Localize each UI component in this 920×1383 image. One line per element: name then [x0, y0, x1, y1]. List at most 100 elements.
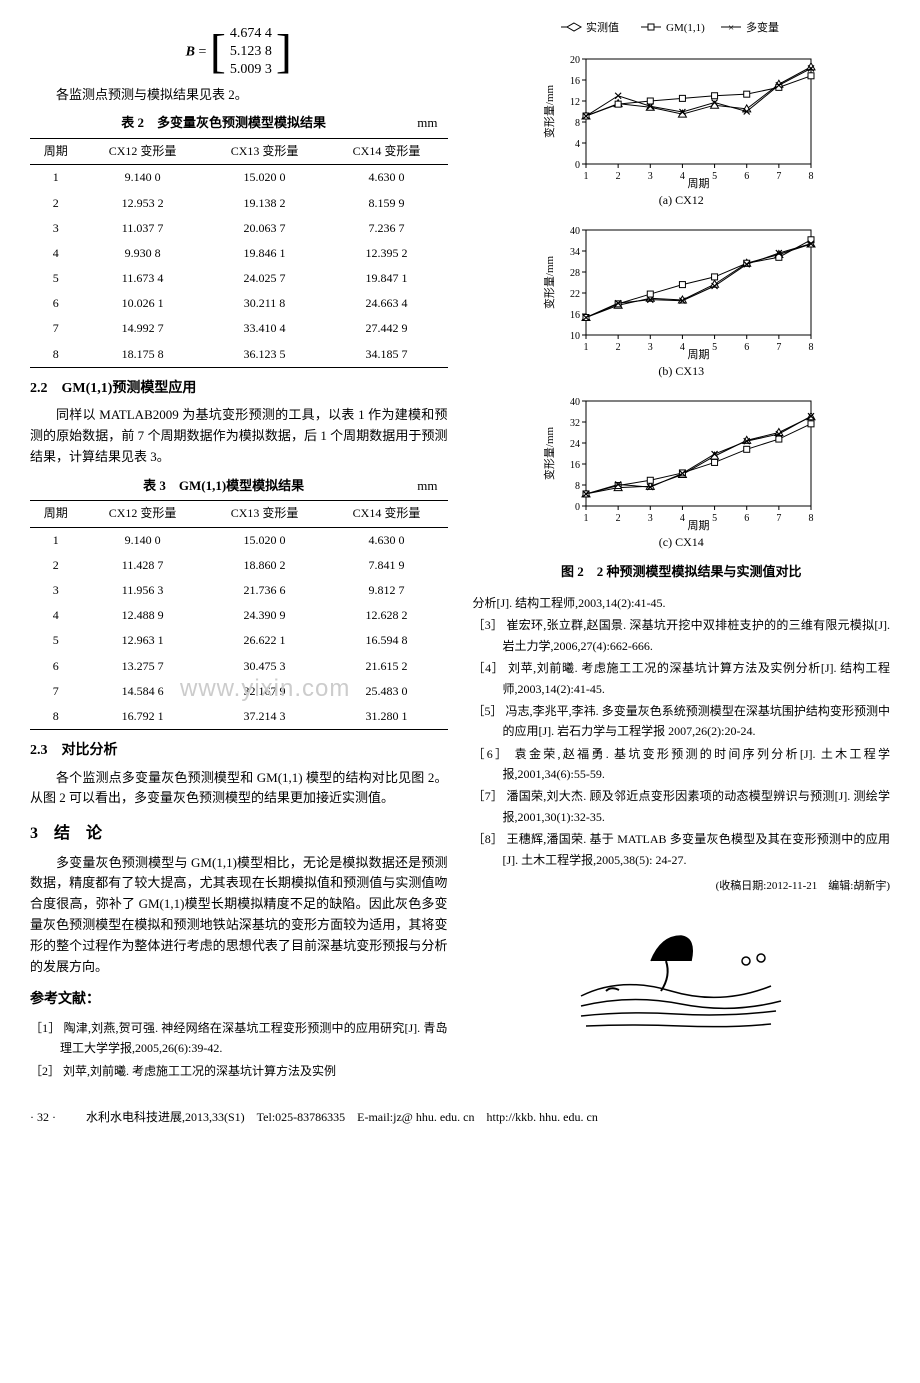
- svg-text:5: 5: [712, 171, 717, 182]
- svg-text:28: 28: [570, 268, 580, 279]
- svg-text:多变量: 多变量: [746, 20, 779, 34]
- intro-text: 各监测点预测与模拟结果见表 2。: [30, 85, 448, 106]
- table2: 周期CX12 变形量CX13 变形量CX14 变形量 19.140 015.02…: [30, 138, 448, 368]
- svg-text:2: 2: [616, 513, 621, 524]
- svg-text:22: 22: [570, 289, 580, 300]
- ref-item: ［1］ 陶津,刘燕,贺可强. 神经网络在深基坑工程变形预测中的应用研究[J]. …: [30, 1018, 448, 1059]
- matrix-val: 4.674 4: [230, 25, 272, 43]
- table-row: 610.026 130.211 824.663 4: [30, 291, 448, 316]
- table-header: CX14 变形量: [326, 139, 448, 165]
- svg-text:40: 40: [570, 397, 580, 408]
- sec3-body: 多变量灰色预测模型与 GM(1,1)模型相比，无论是模拟数据还是预测数据，精度都…: [30, 853, 448, 978]
- svg-text:16: 16: [570, 310, 580, 321]
- svg-text:16: 16: [570, 460, 580, 471]
- svg-text:7: 7: [777, 171, 782, 182]
- svg-text:4: 4: [680, 171, 685, 182]
- table-row: 19.140 015.020 04.630 0: [30, 527, 448, 553]
- svg-text:12: 12: [570, 97, 580, 108]
- table-header: 周期: [30, 139, 82, 165]
- sec3-title: 3 结 论: [30, 821, 448, 847]
- sec2-2-body: 同样以 MATLAB2009 为基坑变形预测的工具，以表 1 作为建模和预测的原…: [30, 405, 448, 467]
- ref-item: ［5］ 冯志,李兆平,李祎. 多变量灰色系统预测模型在深基坑围护结构变形预测中的…: [473, 701, 891, 742]
- svg-text:8: 8: [575, 118, 580, 129]
- decorative-illustration: [473, 916, 891, 1053]
- table-row: 49.930 819.846 112.395 2: [30, 241, 448, 266]
- svg-text:7: 7: [777, 513, 782, 524]
- svg-text:GM(1,1): GM(1,1): [666, 22, 705, 34]
- table-header: 周期: [30, 501, 82, 527]
- ref-item: ［6］ 袁金荣,赵福勇. 基坑变形预测的时间序列分析[J]. 土木工程学报,20…: [473, 744, 891, 785]
- ref-item: ［8］ 王穗辉,潘国荣. 基于 MATLAB 多变量灰色模型及其在变形预测中的应…: [473, 829, 891, 870]
- svg-text:变形量/mm: 变形量/mm: [542, 84, 556, 138]
- table-row: 311.037 720.063 77.236 7: [30, 216, 448, 241]
- svg-text:8: 8: [809, 171, 814, 182]
- footer-info: 水利水电科技进展,2013,33(S1) Tel:025-83786335 E-…: [86, 1108, 598, 1127]
- table-row: 714.584 632.167 925.483 0: [30, 679, 448, 704]
- chart-cx14: 081624324012345678周期变形量/mm: [541, 391, 821, 531]
- ref-item: ［3］ 崔宏环,张立群,赵国景. 深基坑开挖中双排桩支护的的三维有限元模拟[J]…: [473, 615, 891, 656]
- left-column: B = [ 4.674 4 5.123 8 5.009 3 ] 各监测点预测与模…: [30, 20, 448, 1083]
- svg-text:6: 6: [744, 342, 749, 353]
- matrix-val: 5.123 8: [230, 43, 272, 61]
- svg-text:10: 10: [570, 331, 580, 342]
- ref-item: ［4］ 刘苹,刘前曦. 考虑施工工况的深基坑计算方法及实例分析[J]. 结构工程…: [473, 658, 891, 699]
- table-row: 511.673 424.025 719.847 1: [30, 266, 448, 291]
- svg-text:1: 1: [584, 342, 589, 353]
- svg-text:2: 2: [616, 171, 621, 182]
- table2-caption: 表 2 多变量灰色预测模型模拟结果 mm: [30, 113, 448, 134]
- svg-text:34: 34: [570, 247, 580, 258]
- svg-text:8: 8: [575, 481, 580, 492]
- table-row: 613.275 730.475 321.615 2: [30, 654, 448, 679]
- table3-caption: 表 3 GM(1,1)模型模拟结果 mm: [30, 476, 448, 497]
- right-column: 实测值 GM(1,1) × 多变量 04812162012345678周期变形量…: [473, 20, 891, 1083]
- svg-text:20: 20: [570, 55, 580, 66]
- svg-text:40: 40: [570, 226, 580, 237]
- matrix-equation: B = [ 4.674 4 5.123 8 5.009 3 ]: [30, 25, 448, 80]
- chart-cx13-title: (b) CX13: [473, 362, 891, 381]
- ref-item: ［2］ 刘苹,刘前曦. 考虑施工工况的深基坑计算方法及实例: [30, 1061, 448, 1081]
- svg-text:24: 24: [570, 439, 580, 450]
- svg-text:实测值: 实测值: [586, 20, 619, 34]
- sec2-2-title: 2.2 GM(1,1)预测模型应用: [30, 378, 448, 400]
- table-row: 311.956 321.736 69.812 7: [30, 578, 448, 603]
- svg-text:3: 3: [648, 171, 653, 182]
- svg-text:5: 5: [712, 342, 717, 353]
- svg-text:32: 32: [570, 418, 580, 429]
- received-date: (收稿日期:2012-11-21 编辑:胡新宇): [473, 878, 891, 896]
- matrix-val: 5.009 3: [230, 61, 272, 79]
- table-header: CX12 变形量: [82, 501, 204, 527]
- svg-text:0: 0: [575, 502, 580, 513]
- svg-text:6: 6: [744, 171, 749, 182]
- svg-text:8: 8: [809, 513, 814, 524]
- table-row: 212.953 219.138 28.159 9: [30, 191, 448, 216]
- svg-text:3: 3: [648, 513, 653, 524]
- chart-cx14-title: (c) CX14: [473, 533, 891, 552]
- page-footer: · 32 · 水利水电科技进展,2013,33(S1) Tel:025-8378…: [30, 1108, 890, 1127]
- table-row: 211.428 718.860 27.841 9: [30, 553, 448, 578]
- svg-text:周期: 周期: [688, 348, 710, 360]
- table-header: CX13 变形量: [204, 139, 326, 165]
- ref-item: 分析[J]. 结构工程师,2003,14(2):41-45.: [473, 593, 891, 613]
- svg-text:7: 7: [777, 342, 782, 353]
- table-header: CX12 变形量: [82, 139, 204, 165]
- svg-text:6: 6: [744, 513, 749, 524]
- svg-text:0: 0: [575, 160, 580, 171]
- chart-cx12-title: (a) CX12: [473, 191, 891, 210]
- table-row: 19.140 015.020 04.630 0: [30, 165, 448, 191]
- ref-item: ［7］ 潘国荣,刘大杰. 顾及邻近点变形因素项的动态模型辨识与预测[J]. 测绘…: [473, 786, 891, 827]
- svg-text:4: 4: [680, 342, 685, 353]
- svg-text:周期: 周期: [688, 519, 710, 531]
- table-header: CX13 变形量: [204, 501, 326, 527]
- page-number: · 32 ·: [30, 1108, 56, 1127]
- chart-cx12: 04812162012345678周期变形量/mm: [541, 49, 821, 189]
- sec2-3-body: 各个监测点多变量灰色预测模型和 GM(1,1) 模型的结构对比见图 2。从图 2…: [30, 768, 448, 810]
- chart-cx13: 10162228344012345678周期变形量/mm: [541, 220, 821, 360]
- svg-text:1: 1: [584, 513, 589, 524]
- chart-legend: 实测值 GM(1,1) × 多变量: [473, 20, 891, 41]
- table-row: 714.992 733.410 427.442 9: [30, 316, 448, 341]
- svg-text:3: 3: [648, 342, 653, 353]
- svg-text:4: 4: [680, 513, 685, 524]
- svg-text:5: 5: [712, 513, 717, 524]
- table-row: 412.488 924.390 912.628 2: [30, 603, 448, 628]
- sec2-3-title: 2.3 对比分析: [30, 740, 448, 762]
